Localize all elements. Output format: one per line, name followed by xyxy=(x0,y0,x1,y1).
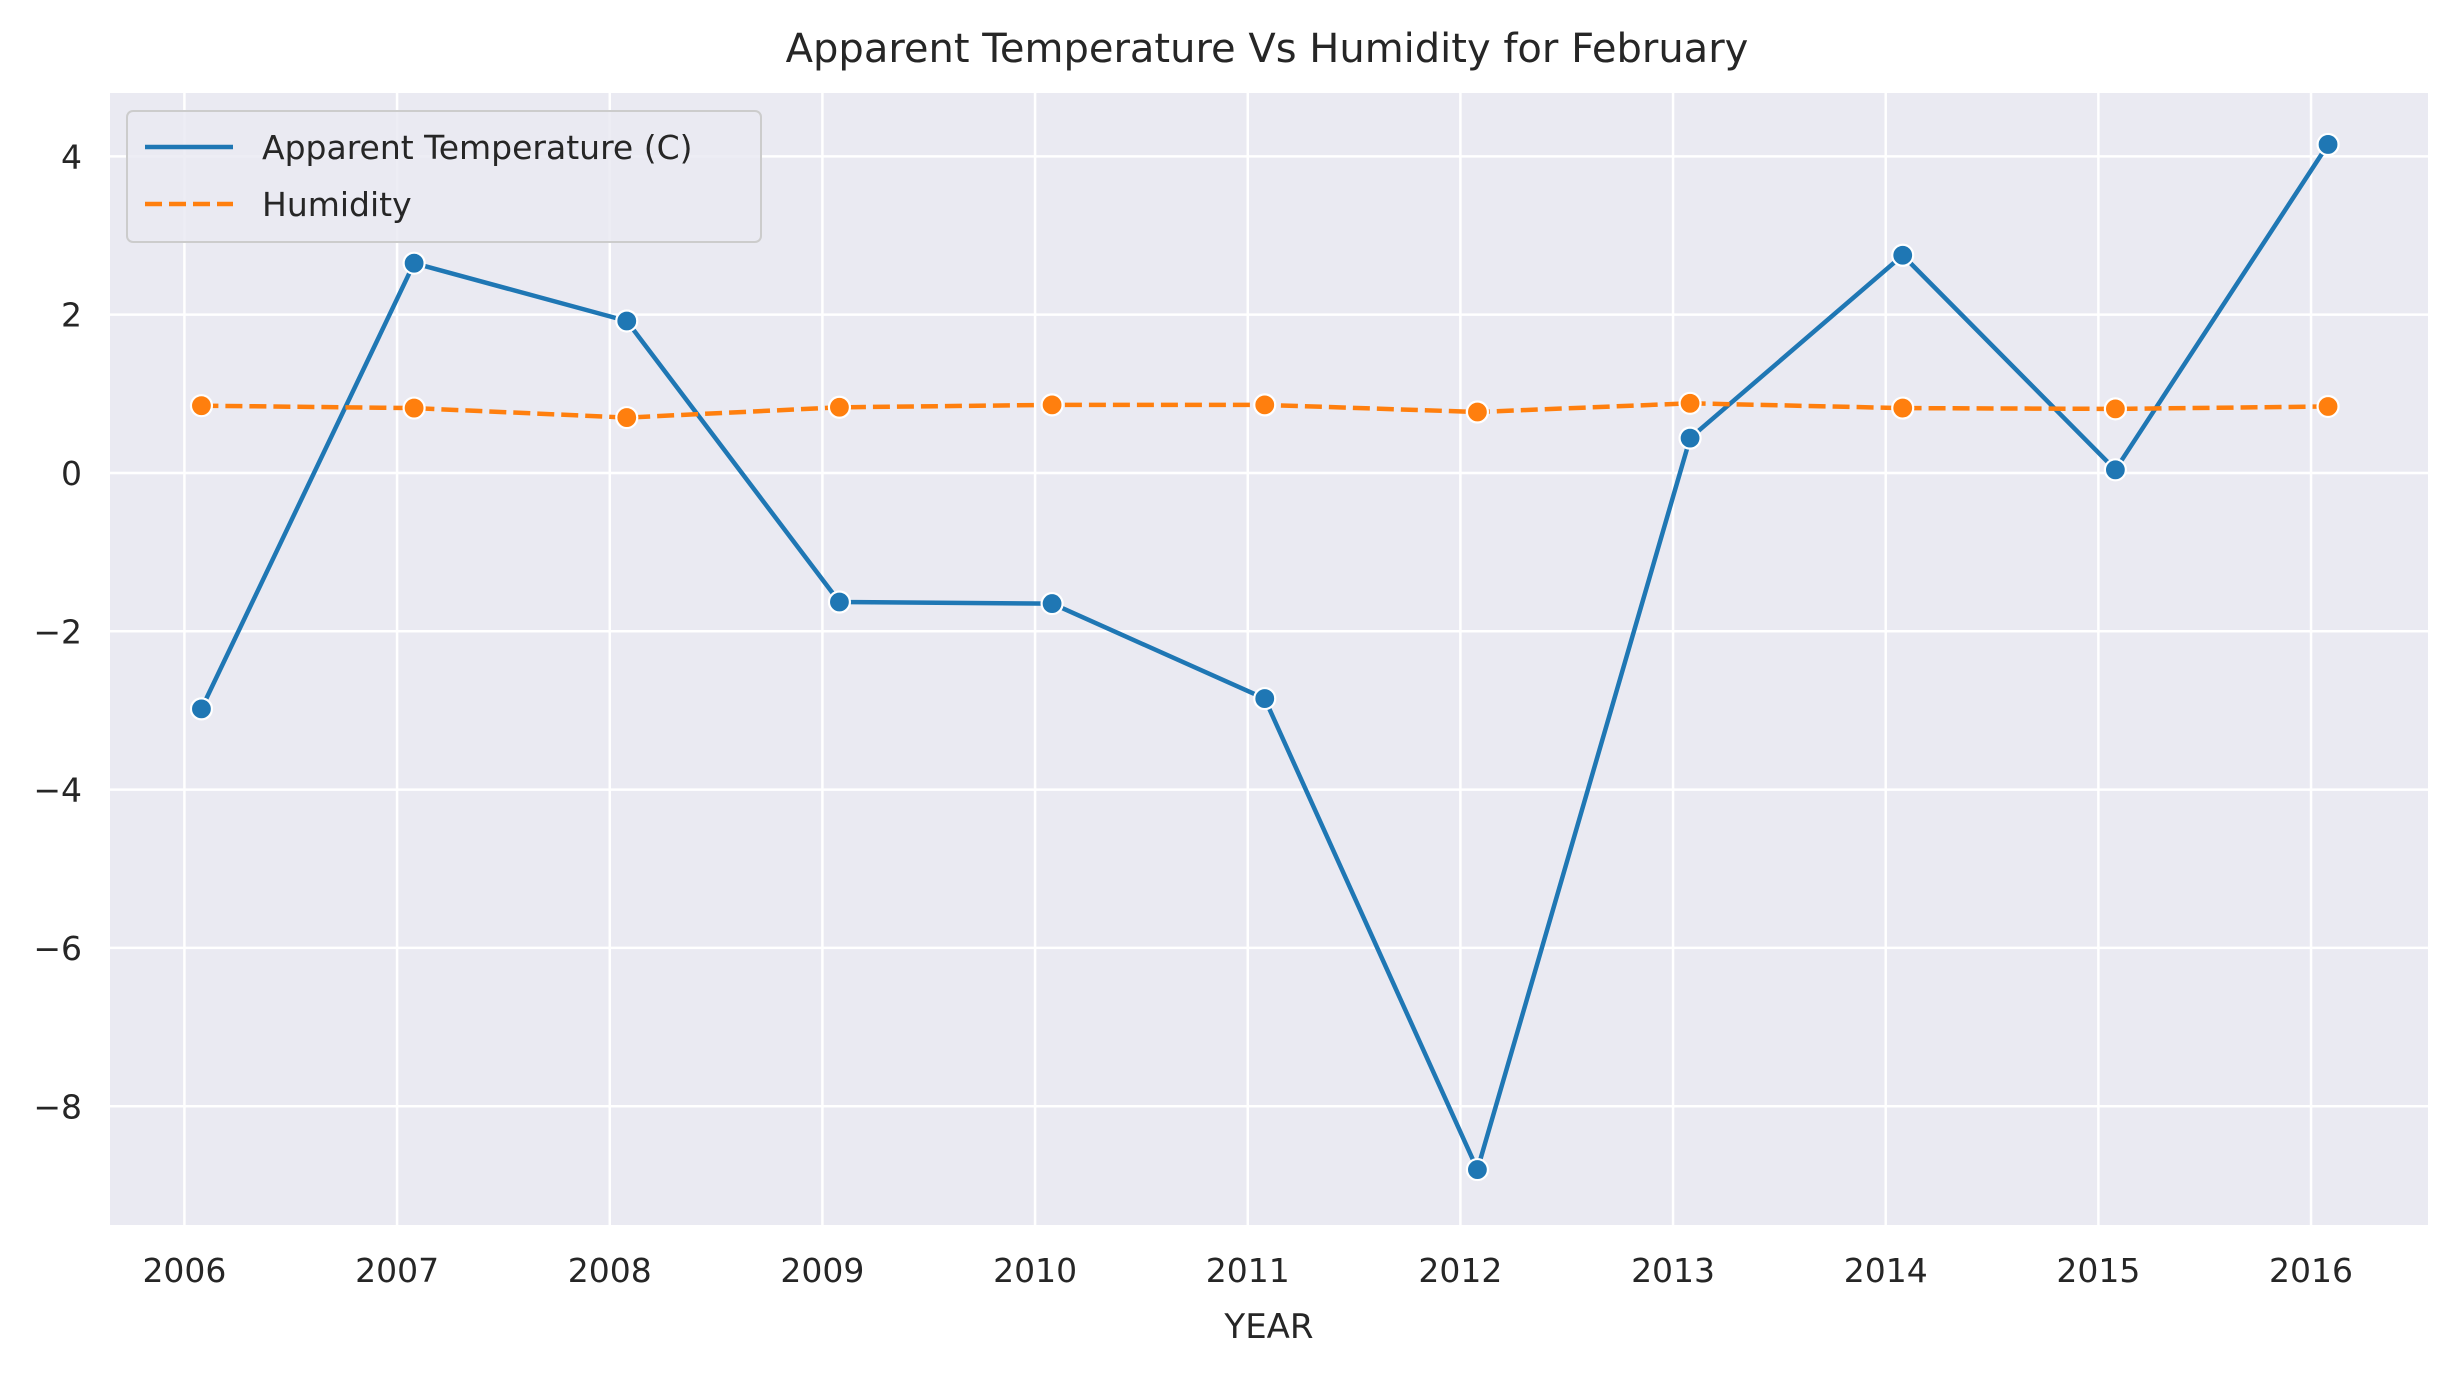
series-1 xyxy=(189,391,2340,430)
data-point xyxy=(615,309,639,333)
x-tick-label: 2009 xyxy=(780,1251,864,1290)
y-axis-ticks: −8 −6 −4 −2 0 2 4 xyxy=(33,137,82,1126)
y-tick-label: −4 xyxy=(33,771,82,810)
y-tick-label: 2 xyxy=(61,296,82,335)
data-point xyxy=(1040,591,1064,616)
series-layer xyxy=(189,132,2340,1182)
legend-box xyxy=(126,110,762,243)
plot-area xyxy=(110,93,2428,1225)
data-point xyxy=(1678,391,1702,415)
data-point xyxy=(189,394,214,418)
x-axis-ticks: 2006 2007 2008 2009 2010 2011 2012 2013 2014 2015… xyxy=(142,1251,2353,1290)
series-0 xyxy=(189,132,2340,1182)
legend-label: Apparent Temperature (C) xyxy=(262,128,693,167)
y-tick-label: −2 xyxy=(33,612,82,651)
data-point xyxy=(1253,686,1277,711)
x-tick-label: 2008 xyxy=(568,1251,652,1290)
data-point xyxy=(2103,458,2127,482)
data-point xyxy=(827,395,852,419)
data-point xyxy=(1465,1157,1490,1182)
data-point xyxy=(2316,394,2340,419)
x-tick-label: 2013 xyxy=(1631,1251,1715,1290)
data-point xyxy=(2103,397,2127,421)
x-tick-label: 2006 xyxy=(142,1251,226,1290)
data-point xyxy=(1891,243,1915,267)
data-point xyxy=(2316,132,2340,157)
y-tick-label: −8 xyxy=(33,1087,82,1126)
grid-lines xyxy=(110,93,2428,1225)
x-tick-label: 2010 xyxy=(993,1251,1077,1290)
x-tick-label: 2016 xyxy=(2269,1251,2353,1290)
y-tick-label: −6 xyxy=(33,929,82,968)
x-tick-label: 2015 xyxy=(2056,1251,2140,1290)
data-point xyxy=(1253,393,1277,417)
y-tick-label: 0 xyxy=(61,454,82,493)
data-point xyxy=(1678,426,1702,450)
x-tick-label: 2012 xyxy=(1418,1251,1502,1290)
chart-title: Apparent Temperature Vs Humidity for Feb… xyxy=(786,26,1749,72)
data-point xyxy=(827,590,852,614)
data-point xyxy=(402,251,426,275)
x-tick-label: 2014 xyxy=(1844,1251,1928,1290)
legend: Apparent Temperature (C) Humidity xyxy=(126,110,762,243)
data-point xyxy=(615,405,639,430)
x-axis-label: YEAR xyxy=(1223,1307,1313,1347)
legend-label: Humidity xyxy=(262,185,412,224)
data-point xyxy=(402,396,426,420)
data-point xyxy=(1465,400,1490,424)
y-tick-label: 4 xyxy=(61,137,82,176)
data-point xyxy=(189,697,214,721)
x-tick-label: 2007 xyxy=(355,1251,439,1290)
data-point xyxy=(1891,396,1915,420)
data-point xyxy=(1040,393,1064,417)
x-tick-label: 2011 xyxy=(1206,1251,1290,1290)
